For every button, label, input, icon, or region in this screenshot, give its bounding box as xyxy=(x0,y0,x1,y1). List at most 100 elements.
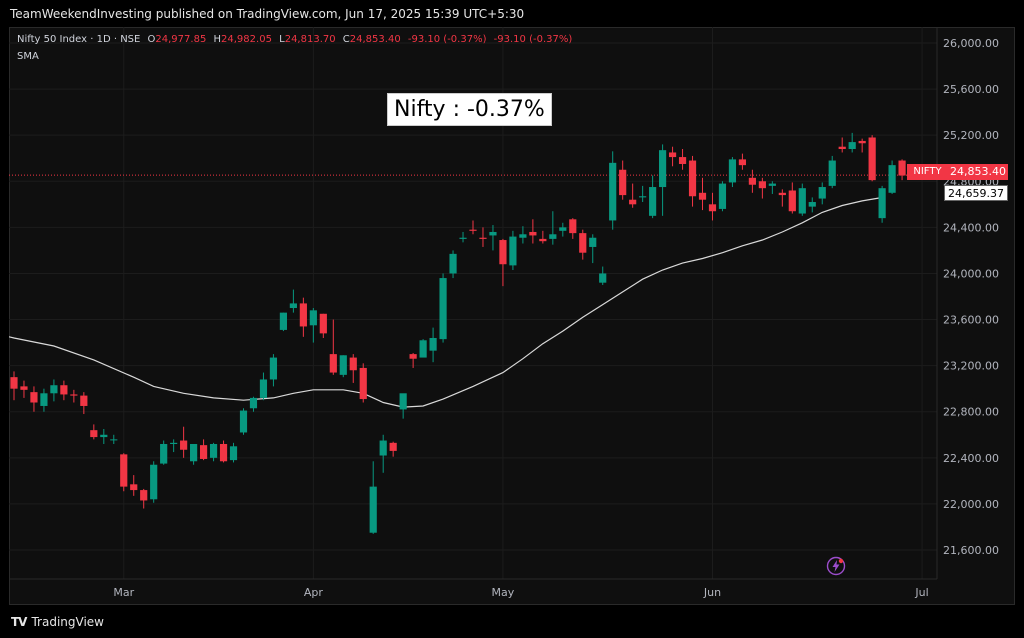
candle-body[interactable] xyxy=(90,430,98,438)
candle-body[interactable] xyxy=(718,183,727,209)
y-tick-label: 22,000.00 xyxy=(943,498,999,511)
candle-body[interactable] xyxy=(639,196,647,198)
candle-body[interactable] xyxy=(748,177,756,185)
candle-body[interactable] xyxy=(469,229,477,231)
candle-body[interactable] xyxy=(329,354,337,373)
candle-body[interactable] xyxy=(808,202,816,207)
candle-body[interactable] xyxy=(888,165,896,193)
candle-body[interactable] xyxy=(549,234,557,239)
candle-body[interactable] xyxy=(688,160,697,197)
candle-body[interactable] xyxy=(249,397,258,409)
candle-body[interactable] xyxy=(160,443,168,464)
symbol-label[interactable]: Nifty 50 Index · 1D · NSE xyxy=(17,34,141,45)
sma-indicator-label[interactable]: SMA xyxy=(17,51,39,62)
lightning-icon[interactable] xyxy=(826,556,846,576)
candle-body[interactable] xyxy=(180,440,188,450)
candle-body[interactable] xyxy=(539,238,547,242)
candle-body[interactable] xyxy=(369,486,377,533)
candle-body[interactable] xyxy=(619,169,627,196)
candle-body[interactable] xyxy=(389,442,397,451)
candle-body[interactable] xyxy=(349,357,357,371)
candle-body[interactable] xyxy=(848,142,856,150)
candle-body[interactable] xyxy=(50,385,58,394)
candle-body[interactable] xyxy=(758,181,766,189)
candle-body[interactable] xyxy=(379,440,387,456)
candle-body[interactable] xyxy=(219,443,228,462)
candle-body[interactable] xyxy=(269,357,278,380)
candle-body[interactable] xyxy=(259,379,268,398)
candle-body[interactable] xyxy=(728,159,737,183)
candle-body[interactable] xyxy=(828,160,836,186)
candle-body[interactable] xyxy=(818,187,826,199)
candle-body[interactable] xyxy=(489,231,497,236)
candle-body[interactable] xyxy=(299,303,307,327)
candle-body[interactable] xyxy=(658,150,667,188)
candle-body[interactable] xyxy=(559,227,567,231)
candle-body[interactable] xyxy=(479,237,487,239)
candle-body[interactable] xyxy=(309,310,317,326)
candle-body[interactable] xyxy=(140,490,148,501)
candle-body[interactable] xyxy=(519,234,527,238)
candlestick-chart[interactable]: 21,600.00 22,000.00 22,400.00 22,800.00 23,2… xyxy=(9,27,1015,605)
candle-body[interactable] xyxy=(110,439,118,441)
candle-body[interactable] xyxy=(878,188,886,219)
candle-body[interactable] xyxy=(70,394,78,396)
candle-body[interactable] xyxy=(569,219,577,234)
candle-body[interactable] xyxy=(449,253,457,274)
candle-body[interactable] xyxy=(858,140,866,144)
candle-body[interactable] xyxy=(170,442,178,444)
candle-body[interactable] xyxy=(239,410,248,433)
candle-body[interactable] xyxy=(529,231,537,236)
candle-body[interactable] xyxy=(339,355,347,375)
candle-body[interactable] xyxy=(429,337,437,351)
candle-body[interactable] xyxy=(60,385,68,395)
candle-body[interactable] xyxy=(678,157,687,164)
candle-body[interactable] xyxy=(30,392,38,403)
candle-body[interactable] xyxy=(708,204,717,212)
candle-body[interactable] xyxy=(698,192,707,200)
candle-body[interactable] xyxy=(399,393,407,410)
candle-body[interactable] xyxy=(798,188,806,214)
candle-body[interactable] xyxy=(579,233,587,253)
candle-body[interactable] xyxy=(130,484,138,491)
candle-body[interactable] xyxy=(778,192,786,196)
candle-body[interactable] xyxy=(738,159,747,166)
candle-body[interactable] xyxy=(279,312,288,330)
candle-body[interactable] xyxy=(80,395,88,406)
candle-body[interactable] xyxy=(649,187,657,216)
candle-body[interactable] xyxy=(898,160,906,176)
tradingview-logo-icon: TV xyxy=(11,615,28,629)
candle-body[interactable] xyxy=(359,367,367,400)
candle-body[interactable] xyxy=(589,237,597,247)
brand-name[interactable]: TradingView xyxy=(31,615,104,629)
candle-body[interactable] xyxy=(629,199,637,205)
candle-body[interactable] xyxy=(229,446,238,461)
candle-body[interactable] xyxy=(289,303,297,309)
y-tick-label: 22,800.00 xyxy=(943,406,999,419)
candle-body[interactable] xyxy=(209,443,218,458)
candle-body[interactable] xyxy=(459,237,467,239)
candle-body[interactable] xyxy=(609,162,617,221)
candle-body[interactable] xyxy=(419,340,427,358)
candle-body[interactable] xyxy=(10,377,18,389)
candle-body[interactable] xyxy=(499,240,507,265)
candle-body[interactable] xyxy=(199,445,208,459)
candle-body[interactable] xyxy=(788,190,796,212)
candle-body[interactable] xyxy=(599,273,607,283)
candle-body[interactable] xyxy=(100,434,108,438)
candle-body[interactable] xyxy=(319,313,327,334)
candle-body[interactable] xyxy=(190,443,198,462)
footer-branding: TV TradingView xyxy=(11,615,104,629)
candle-body[interactable] xyxy=(20,386,28,390)
candle-body[interactable] xyxy=(120,454,128,487)
candle-body[interactable] xyxy=(409,354,417,359)
candle-body[interactable] xyxy=(768,183,776,186)
candle-body[interactable] xyxy=(150,464,158,500)
candle-body[interactable] xyxy=(439,278,447,340)
candle-body[interactable] xyxy=(668,152,677,158)
candle-body[interactable] xyxy=(868,137,876,181)
sma-line[interactable] xyxy=(9,196,883,408)
candle-body[interactable] xyxy=(40,393,48,406)
candle-body[interactable] xyxy=(509,236,517,266)
candle-body[interactable] xyxy=(838,146,846,150)
